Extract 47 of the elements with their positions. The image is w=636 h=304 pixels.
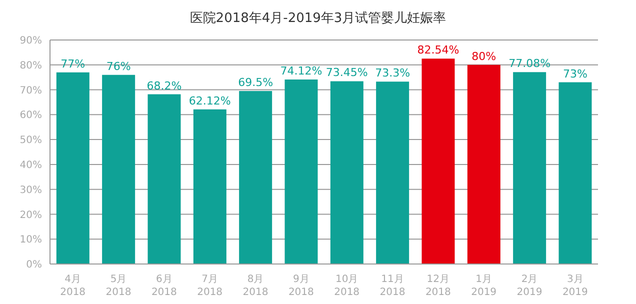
x-tick-label: 2月 2019 bbox=[516, 274, 542, 298]
data-label: 82.54% bbox=[417, 44, 460, 57]
x-tick-label: 10月 2018 bbox=[334, 274, 360, 298]
y-tick-label: 10% bbox=[20, 234, 42, 246]
x-tick-label: 5月 2018 bbox=[106, 274, 132, 298]
bar bbox=[56, 72, 90, 264]
y-tick-label: 0% bbox=[26, 260, 42, 271]
chart-title: 医院2018年4月-2019年3月试管婴儿妊娠率 bbox=[188, 10, 448, 28]
x-tick-label: 12月 2018 bbox=[425, 274, 451, 298]
y-tick-label: 60% bbox=[20, 110, 42, 122]
y-tick-label: 20% bbox=[20, 210, 42, 221]
x-tick-label: 1月 2019 bbox=[471, 274, 497, 298]
bar bbox=[330, 81, 364, 264]
data-label: 74.12% bbox=[280, 64, 322, 78]
bar bbox=[102, 74, 136, 264]
x-tick-label: 8月 2018 bbox=[242, 274, 268, 298]
y-tick-label: 40% bbox=[20, 160, 42, 171]
data-label: 73.3% bbox=[375, 66, 410, 80]
data-label: 77.08% bbox=[508, 57, 551, 70]
x-tick-label: 11月 2018 bbox=[380, 274, 406, 298]
bar bbox=[239, 91, 272, 264]
bar bbox=[284, 80, 318, 264]
data-label: 77% bbox=[60, 57, 86, 70]
x-tick-label: 9月 2018 bbox=[288, 274, 314, 298]
x-tick-label: 7月 2018 bbox=[197, 274, 223, 298]
y-tick-label: 50% bbox=[20, 135, 42, 146]
bar bbox=[422, 58, 455, 264]
x-tick-label: 6月 2018 bbox=[151, 274, 177, 298]
data-label: 73% bbox=[563, 67, 588, 80]
y-tick-label: 90% bbox=[20, 36, 42, 47]
y-tick-label: 30% bbox=[20, 184, 42, 196]
data-label: 62.12% bbox=[188, 94, 231, 108]
bar bbox=[558, 82, 592, 264]
data-label: 76% bbox=[106, 60, 131, 73]
x-tick-label: 4月 2018 bbox=[60, 274, 86, 298]
bar bbox=[467, 64, 500, 264]
bar bbox=[148, 94, 181, 264]
y-tick-label: 70% bbox=[20, 85, 42, 96]
bar bbox=[376, 82, 410, 264]
x-tick-label: 3月 2019 bbox=[562, 274, 588, 298]
data-label: 69.5% bbox=[238, 76, 274, 90]
bar bbox=[193, 109, 226, 264]
bar bbox=[513, 72, 546, 264]
data-label: 80% bbox=[472, 50, 496, 63]
data-label: 73.45% bbox=[326, 66, 368, 80]
data-label: 68.2% bbox=[146, 79, 182, 92]
y-tick-label: 80% bbox=[20, 60, 42, 72]
